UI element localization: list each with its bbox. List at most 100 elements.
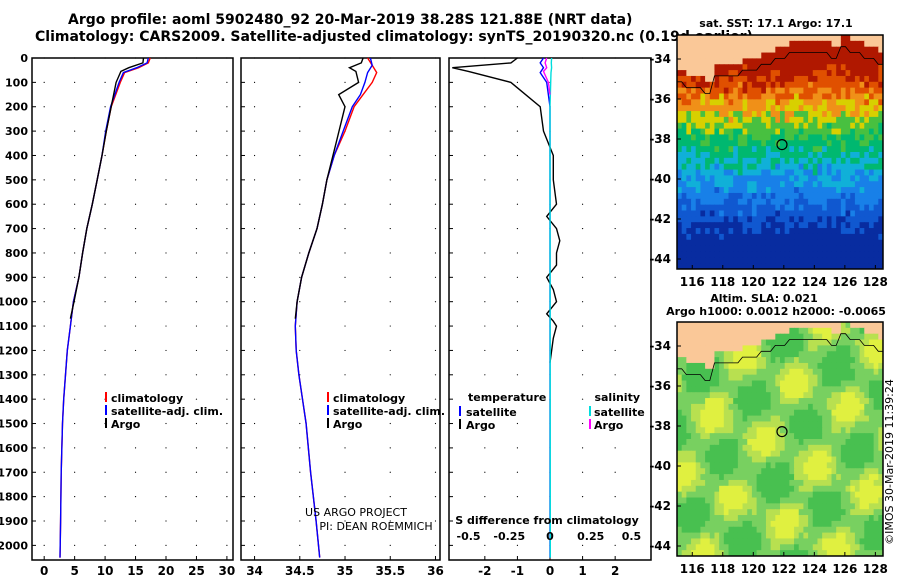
- map-cell: [780, 70, 786, 77]
- map-cell: [737, 122, 744, 130]
- map-cell: [761, 439, 767, 446]
- map-cell: [700, 392, 706, 399]
- map-cell: [733, 503, 739, 510]
- map-cell: [794, 374, 800, 381]
- map-cell: [733, 374, 739, 381]
- map-cell: [686, 122, 692, 130]
- map-cell: [775, 70, 781, 77]
- map-cell: [723, 550, 729, 557]
- map-cell: [719, 35, 725, 42]
- map-cell: [681, 40, 687, 48]
- map-cell: [756, 427, 762, 434]
- grid-dot: [104, 447, 106, 449]
- map-cell: [854, 152, 861, 159]
- map-cell: [878, 468, 884, 475]
- map-cell: [854, 163, 861, 171]
- map-cell: [728, 427, 734, 434]
- map-cell: [859, 509, 865, 516]
- map-cell: [775, 544, 781, 551]
- map-cell: [723, 485, 729, 493]
- map-cell: [770, 122, 776, 130]
- map-cell: [789, 64, 795, 71]
- map-cell: [859, 327, 865, 335]
- map-cell: [878, 409, 884, 417]
- map-cell: [831, 456, 837, 463]
- map-cell: [695, 198, 701, 206]
- grid-dot: [299, 130, 301, 132]
- map-cell: [808, 257, 814, 264]
- map-cell: [873, 520, 879, 528]
- map-cell: [873, 415, 879, 422]
- map-cell: [723, 157, 729, 165]
- map-cell: [695, 140, 701, 147]
- map-cell: [737, 497, 744, 504]
- map-cell: [864, 140, 870, 147]
- map-cell: [780, 327, 786, 335]
- map-cell: [864, 433, 870, 440]
- map-cell: [737, 233, 744, 241]
- map-cell: [765, 544, 772, 551]
- map-cell: [700, 339, 706, 346]
- map-y-tick-label: -42: [649, 499, 671, 513]
- map-cell: [756, 550, 762, 557]
- map-cell: [761, 210, 767, 217]
- map-cell: [728, 245, 734, 252]
- map-cell: [864, 87, 870, 94]
- map-cell: [868, 64, 875, 71]
- map-cell: [681, 263, 687, 270]
- map-cell: [775, 122, 781, 130]
- grid-dot: [581, 544, 584, 546]
- map-cell: [812, 35, 818, 42]
- map-cell: [742, 187, 748, 194]
- map-cell: [751, 368, 758, 376]
- map-cell: [747, 380, 753, 387]
- map-cell: [845, 192, 851, 200]
- map-cell: [737, 374, 744, 381]
- map-cell: [850, 380, 856, 387]
- map-cell: [761, 163, 767, 171]
- map-cell: [803, 526, 809, 534]
- map-cell: [705, 380, 711, 387]
- map-cell: [836, 357, 842, 364]
- map-cell: [695, 351, 701, 358]
- map-cell: [728, 257, 734, 264]
- map-cell: [751, 75, 758, 83]
- map-cell: [723, 163, 729, 171]
- map-cell: [840, 509, 847, 516]
- map-cell: [794, 403, 800, 411]
- map-cell: [803, 520, 809, 528]
- map-cell: [868, 70, 875, 77]
- map-cell: [845, 368, 851, 376]
- map-cell: [728, 345, 734, 352]
- map-cell: [737, 134, 744, 141]
- map-cell: [854, 204, 861, 211]
- map-cell: [686, 515, 692, 522]
- map-cell: [803, 333, 809, 341]
- map-cell: [812, 239, 818, 247]
- map-cell: [700, 462, 706, 469]
- map-cell: [756, 152, 762, 159]
- secondary-x-tick-label: -0.25: [493, 530, 525, 543]
- map-cell: [728, 251, 734, 258]
- map-cell: [747, 40, 753, 48]
- map-cell: [873, 111, 879, 118]
- map-cell: [695, 362, 701, 370]
- grid-dot: [434, 252, 437, 254]
- map-cell: [691, 198, 697, 206]
- grid-dot: [484, 252, 486, 254]
- map-cell: [719, 116, 725, 124]
- grid-dot: [389, 447, 391, 449]
- map-cell: [803, 128, 809, 135]
- map-cell: [789, 245, 795, 252]
- map-cell: [859, 351, 865, 358]
- map-cell: [808, 157, 814, 165]
- map-cell: [873, 46, 879, 54]
- map-cell: [747, 357, 753, 364]
- map-cell: [691, 550, 697, 557]
- map-cell: [864, 152, 870, 159]
- map-cell: [878, 35, 884, 42]
- map-cell: [723, 228, 729, 235]
- grid-dot: [614, 325, 616, 327]
- map-cell: [737, 398, 744, 405]
- map-cell: [709, 239, 715, 247]
